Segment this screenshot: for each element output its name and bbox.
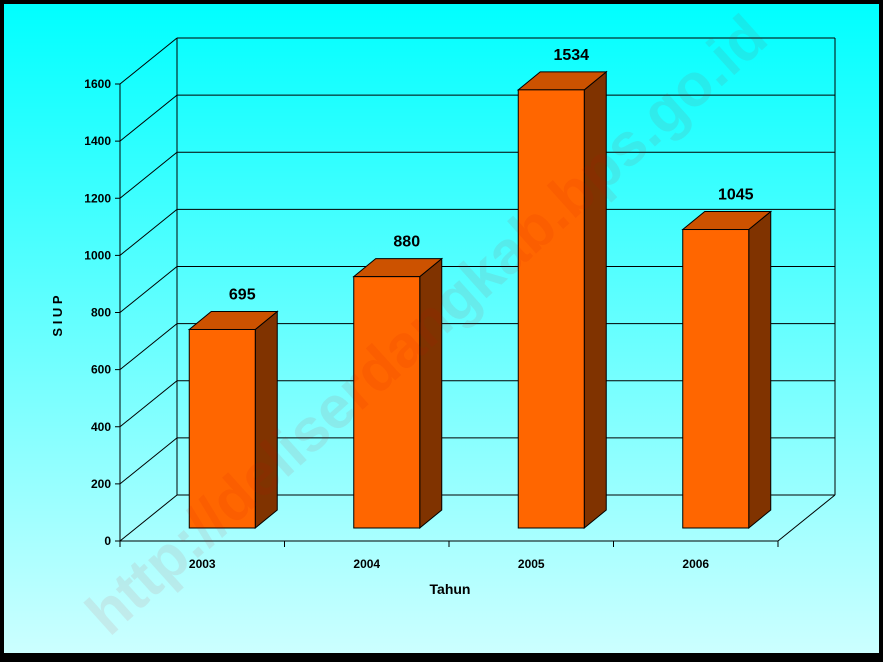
x-tick-label-2003: 2003 bbox=[189, 557, 216, 571]
y-tick-label: 1000 bbox=[84, 248, 111, 262]
gridline-side bbox=[119, 494, 178, 542]
gridline-side bbox=[119, 437, 178, 485]
x-tick-label-2006: 2006 bbox=[682, 557, 709, 571]
bar-2004 bbox=[353, 276, 421, 529]
gridline-side bbox=[119, 380, 178, 428]
x-tick-label-2005: 2005 bbox=[518, 557, 545, 571]
y-axis-title: S I U P bbox=[50, 295, 65, 337]
axis-layer: 0 200 400 600 800 1000 1200 1400 1600 2003 2004 200… bbox=[84, 77, 779, 571]
gridline-side bbox=[119, 37, 178, 85]
y-tick-label: 400 bbox=[91, 420, 111, 434]
bar-side-2006 bbox=[748, 210, 772, 530]
data-label-2006: 1045 bbox=[718, 187, 754, 204]
label-layer: 695 880 1534 1045 bbox=[229, 47, 754, 304]
bar-2006 bbox=[682, 229, 750, 529]
y-tick-label: 1600 bbox=[84, 77, 111, 91]
gridline-side bbox=[119, 151, 178, 199]
gridline-side bbox=[119, 323, 178, 371]
data-label-2003: 695 bbox=[229, 286, 256, 303]
data-label-2005: 1534 bbox=[553, 47, 589, 64]
bar-layer bbox=[187, 70, 773, 530]
gridline-side bbox=[119, 266, 178, 313]
floor-right-edge bbox=[777, 494, 836, 542]
bar-2005 bbox=[517, 89, 585, 529]
y-tick-label: 1400 bbox=[84, 134, 111, 148]
y-tick-label: 600 bbox=[91, 363, 111, 377]
gridline-side bbox=[119, 208, 178, 256]
x-tick-label-2004: 2004 bbox=[353, 557, 380, 571]
y-tick-label: 1200 bbox=[84, 191, 111, 205]
gridline-side bbox=[119, 94, 178, 142]
y-tick-label: 200 bbox=[91, 477, 111, 491]
bar-2003 bbox=[188, 328, 256, 529]
data-label-2004: 880 bbox=[393, 234, 420, 251]
x-axis-title: Tahun bbox=[430, 581, 471, 597]
y-tick-label: 800 bbox=[91, 306, 111, 320]
y-tick-label: 0 bbox=[104, 534, 111, 548]
